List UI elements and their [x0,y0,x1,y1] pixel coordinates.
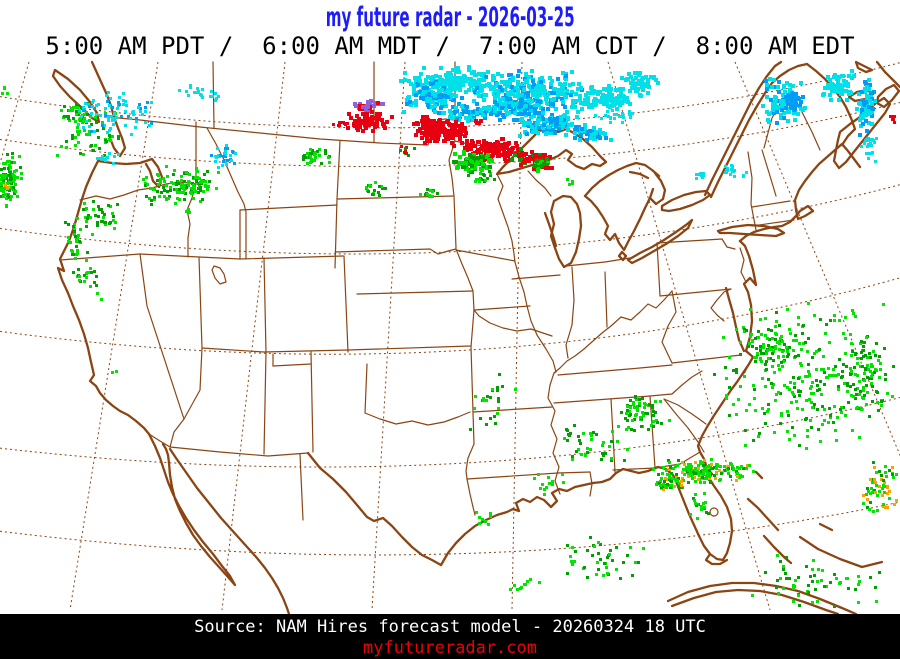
coastlines [51,60,900,616]
page-title: my future radar - 2026-03-25 [325,2,575,33]
valid-time-label: 5:00 AM PDT / 6:00 AM MDT / 7:00 AM CDT … [45,32,855,60]
source-bar: Source: NAM Hires forecast model - 20260… [0,614,900,659]
source-text: Source: NAM Hires forecast model - 20260… [194,617,706,637]
website-text: myfutureradar.com [363,638,537,658]
map-header: my future radar - 2026-03-25 5:00 AM PDT… [0,0,900,60]
radar-precipitation [0,65,898,608]
